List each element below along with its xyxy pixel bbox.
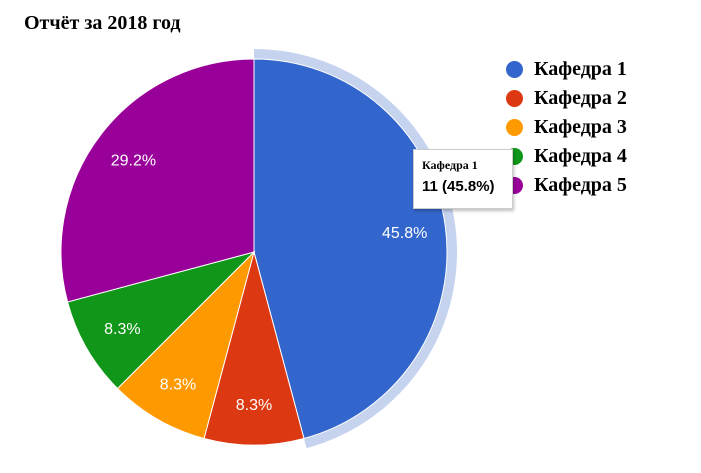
chart-title: Отчёт за 2018 год	[24, 12, 181, 34]
legend-item[interactable]: Кафедра 5	[506, 171, 627, 200]
pie-slice[interactable]	[116, 250, 255, 440]
legend-label: Кафедра 4	[534, 145, 627, 167]
legend: Кафедра 1 Кафедра 2 Кафедра 3 Кафедра 4 Кафе…	[506, 55, 627, 200]
legend-marker	[506, 90, 523, 107]
pie-slice[interactable]	[66, 251, 256, 390]
slice-label: 8.3%	[104, 321, 140, 338]
legend-label: Кафедра 1	[534, 58, 627, 80]
legend-marker	[506, 61, 523, 78]
legend-marker	[506, 119, 523, 136]
pie-slice[interactable]	[60, 58, 255, 303]
tooltip-value: 11 (45.8%)	[422, 178, 495, 195]
tooltip: Кафедра 1 11 (45.8%)	[413, 149, 513, 209]
pie-slice[interactable]	[203, 250, 305, 446]
legend-label: Кафедра 3	[534, 116, 627, 138]
slice-label: 29.2%	[111, 152, 156, 169]
pie-slice[interactable]	[253, 58, 448, 440]
legend-label: Кафедра 5	[534, 174, 627, 196]
tooltip-title: Кафедра 1	[422, 158, 478, 172]
legend-label: Кафедра 2	[534, 87, 627, 109]
legend-item[interactable]: Кафедра 1	[506, 55, 627, 84]
slice-label: 45.8%	[382, 225, 427, 242]
legend-item[interactable]: Кафедра 2	[506, 84, 627, 113]
legend-item[interactable]: Кафедра 3	[506, 113, 627, 142]
slice-label: 8.3%	[160, 377, 196, 394]
legend-item[interactable]: Кафедра 4	[506, 142, 627, 171]
slice-label: 8.3%	[236, 397, 272, 414]
